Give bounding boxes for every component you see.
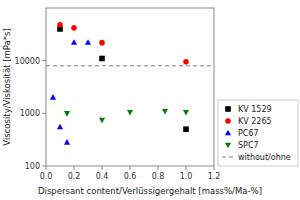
x-tick-label: 0.8: [152, 172, 165, 181]
legend-swatch: [225, 143, 231, 149]
x-tick: [186, 166, 187, 170]
chart: 0.0 0.2 0.4 0.6 0.8 1.0 1.2 100 1000 10000 Dispers…: [0, 0, 300, 200]
legend-swatch: [225, 118, 231, 124]
scatter-point: [183, 110, 189, 116]
scatter-point: [85, 39, 91, 45]
plot-frame: [46, 8, 214, 166]
scatter-point: [57, 22, 63, 28]
y-tick-label: 100: [25, 162, 40, 171]
scatter-point: [71, 39, 77, 45]
legend-label: without/ohne: [238, 153, 291, 162]
x-tick-label: 1.0: [180, 172, 193, 181]
scatter-point: [57, 124, 63, 130]
scatter-point: [183, 126, 189, 132]
x-tick-label: 0.6: [124, 172, 137, 181]
x-tick: [74, 166, 75, 170]
x-tick-label: 0.0: [40, 172, 53, 181]
x-tick-label: 0.4: [96, 172, 109, 181]
y-tick-label: 1000: [20, 109, 40, 118]
legend-label: KV 1529: [238, 105, 272, 114]
y-tick: [42, 60, 46, 61]
scatter-point: [64, 139, 70, 145]
scatter-point: [71, 25, 77, 31]
legend-label: PC67: [238, 129, 259, 138]
y-tick: [42, 166, 46, 167]
x-tick-label: 1.2: [208, 172, 221, 181]
plot-area: [46, 22, 214, 145]
x-tick: [214, 166, 215, 170]
x-tick: [158, 166, 159, 170]
x-tick: [102, 166, 103, 170]
scatter-point: [183, 59, 189, 65]
legend-swatch: [225, 130, 231, 136]
scatter-point: [50, 94, 56, 100]
x-tick-label: 0.2: [68, 172, 81, 181]
x-tick: [46, 166, 47, 170]
legend-frame: [218, 100, 298, 166]
x-tick: [130, 166, 131, 170]
scatter-point: [127, 110, 133, 116]
legend: KV 1529 KV 2265 PC67 SPC7 without/ohne: [218, 100, 298, 166]
y-tick: [42, 113, 46, 114]
scatter-point: [99, 40, 105, 46]
legend-label: SPC7: [238, 141, 259, 150]
scatter-point: [99, 118, 105, 124]
reference-line: [46, 65, 214, 66]
y-tick-label: 10000: [15, 57, 40, 66]
scatter-point: [64, 111, 70, 117]
x-axis-label: Dispersant content/Verlüssigergehalt [ma…: [38, 186, 262, 196]
legend-swatch: [225, 106, 231, 112]
scatter-point: [99, 56, 105, 62]
scatter-point: [162, 109, 168, 115]
y-axis-label: Viscosity/Viskosität [mPa*s]: [2, 28, 12, 145]
legend-label: KV 2265: [238, 117, 272, 126]
legend-swatch: [222, 157, 234, 158]
